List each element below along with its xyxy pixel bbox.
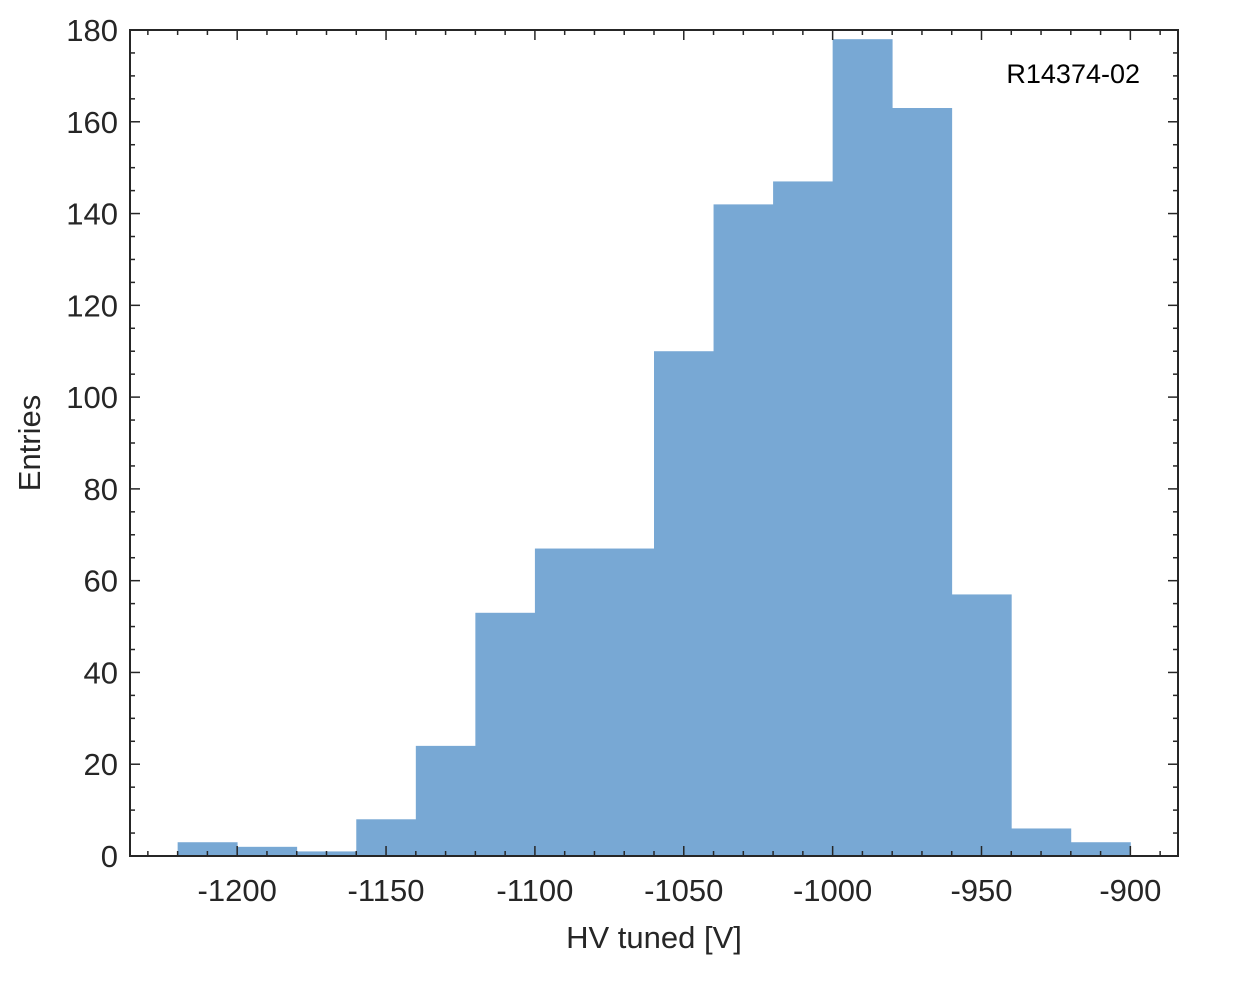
y-tick-label: 160 [66, 105, 118, 140]
y-axis-label: Entries [12, 395, 47, 491]
histogram-bar [773, 181, 834, 856]
y-tick-label: 100 [66, 380, 118, 415]
y-tick-label: 180 [66, 13, 118, 48]
histogram-bar [1070, 842, 1131, 856]
histogram-bar [177, 842, 238, 856]
histogram-bar [534, 548, 595, 856]
histogram-bar [475, 612, 536, 856]
axis-ticks [130, 29, 1178, 857]
histogram-bar [594, 548, 655, 856]
y-tick-labels: 0 20 40 60 80 100 120 140 160 180 [66, 13, 118, 874]
x-tick-label: -900 [1099, 873, 1161, 908]
y-tick-label: 80 [84, 472, 118, 507]
histogram-bar [892, 108, 953, 856]
histogram-bar [654, 351, 714, 856]
x-axis-label: HV tuned [V] [566, 920, 742, 955]
histogram-bars [177, 39, 1131, 857]
detector-model-annotation: R14374-02 [1006, 59, 1140, 89]
y-tick-label: 0 [101, 839, 118, 874]
histogram-bar [713, 204, 774, 856]
histogram-bar [832, 39, 893, 857]
y-tick-label: 120 [66, 288, 118, 323]
histogram-bar [415, 745, 476, 856]
x-tick-label: -1200 [198, 873, 277, 908]
y-tick-label: 140 [66, 197, 118, 232]
y-tick-label: 20 [84, 747, 118, 782]
x-tick-label: -1000 [793, 873, 872, 908]
histogram-bar [951, 594, 1012, 856]
x-tick-label: -1050 [644, 873, 723, 908]
x-tick-label: -950 [950, 873, 1012, 908]
y-tick-label: 60 [84, 564, 118, 599]
y-tick-label: 40 [84, 655, 118, 690]
x-tick-label: -1150 [348, 873, 425, 908]
x-tick-labels: -1200 -1150 -1100 -1050 -1000 -950 -900 [198, 873, 1162, 908]
x-tick-label: -1100 [496, 873, 573, 908]
